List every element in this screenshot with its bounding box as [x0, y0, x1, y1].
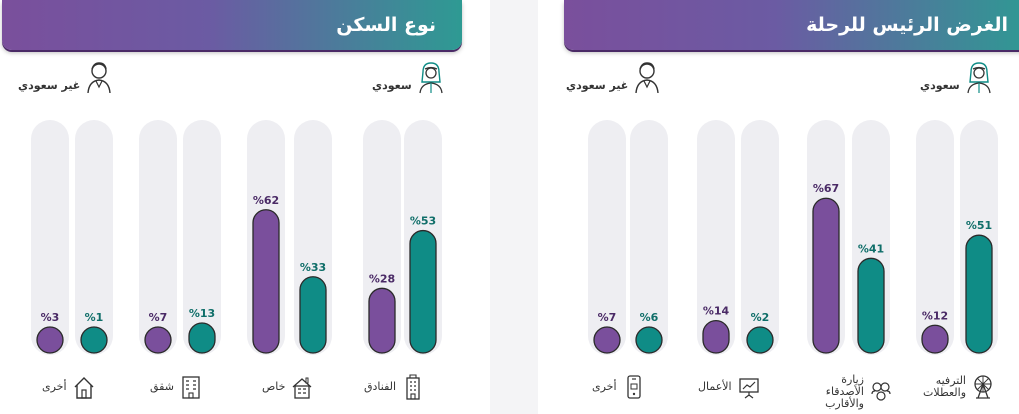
bar-saudi: [409, 229, 437, 354]
non-saudi-person-icon: [635, 62, 660, 94]
bar-value-label: %3: [41, 311, 60, 324]
bar-non-saudi: [702, 320, 730, 354]
bar-saudi: [299, 276, 327, 354]
category-other-purpose: أخرى: [592, 374, 645, 400]
trip-purpose-chart: %51 %12 %41 %67 %2 %14 %6 %7: [588, 120, 998, 355]
bar-value-label: %67: [813, 182, 839, 195]
category-business: الأعمال: [698, 374, 760, 400]
bar-saudi: [965, 234, 993, 354]
legend-non-saudi: غير سعودي: [18, 60, 114, 94]
category-private: خاص: [262, 374, 313, 400]
category-hotels-label: الفنادق: [364, 380, 397, 393]
bar-value-label: %41: [858, 242, 884, 255]
bar-track: [741, 120, 779, 355]
category-leisure-label: الترفيه والعطلات: [923, 374, 966, 399]
bar-non-saudi: [144, 326, 172, 354]
bar-track: [588, 120, 626, 355]
legend-non-saudi-2: غير سعودي: [566, 60, 662, 94]
category-apartments-label: شقق: [150, 380, 174, 393]
bar-value-label: %6: [640, 311, 659, 324]
bar-value-label: %51: [966, 219, 992, 232]
bar-non-saudi: [593, 326, 621, 354]
home-outline-icon: [74, 377, 94, 399]
bar-saudi: [857, 257, 885, 354]
saudi-person-icon: [419, 62, 443, 94]
legend-saudi-2: سعودي: [920, 60, 994, 94]
presentation-icon: [738, 378, 759, 399]
mobile-icon: [626, 375, 641, 399]
legend-non-saudi-label-2: غير سعودي: [566, 79, 629, 92]
bar-non-saudi: [252, 209, 280, 354]
category-other-purpose-label: أخرى: [592, 380, 617, 393]
bar-track: [697, 120, 735, 355]
bar-value-label: %12: [922, 309, 948, 322]
bar-saudi: [80, 326, 108, 354]
bar-saudi: [635, 326, 663, 354]
bar-value-label: %7: [598, 311, 617, 324]
category-hotels: الفنادق: [364, 374, 424, 400]
bar-value-label: %2: [751, 311, 770, 324]
bar-value-label: %33: [300, 261, 326, 274]
bar-value-label: %13: [189, 307, 215, 320]
category-visiting-friends-label: زيارة الأصدقاء والأقارب: [825, 373, 864, 410]
category-other-accommodation: أخرى: [42, 374, 95, 400]
bar-value-label: %7: [149, 311, 168, 324]
accommodation-title: نوع السكن: [2, 0, 462, 50]
bar-value-label: %53: [410, 215, 436, 228]
friends-icon: [871, 382, 891, 401]
bar-saudi: [746, 326, 774, 354]
legend-non-saudi-label: غير سعودي: [18, 79, 81, 92]
ferris-wheel-icon: [974, 375, 992, 399]
bar-track: [139, 120, 177, 355]
bar-non-saudi: [368, 287, 396, 354]
bar-saudi: [188, 322, 216, 354]
bar-non-saudi: [812, 197, 840, 354]
legend-saudi-label-2: سعودي: [920, 79, 960, 92]
bar-value-label: %28: [369, 272, 395, 285]
bar-track: [630, 120, 668, 355]
bar-value-label: %62: [253, 194, 279, 207]
legend-saudi-label: سعودي: [372, 79, 412, 92]
bar-track: [75, 120, 113, 355]
accommodation-panel: نوع السكن سعودي غير سعودي %53 %28 %33 %62 %1…: [0, 0, 490, 414]
category-apartments: شقق: [150, 374, 202, 400]
category-leisure: الترفيه والعطلات: [904, 374, 994, 400]
trip-purpose-title: الغرض الرئيس للرحلة: [564, 0, 1019, 50]
bar-track: [31, 120, 69, 355]
category-private-label: خاص: [262, 380, 286, 393]
hotel-icon: [406, 374, 420, 400]
trip-purpose-panel: الغرض الرئيس للرحلة سعودي غير سعودي %51%…: [538, 0, 1019, 414]
apartment-icon: [182, 376, 200, 399]
non-saudi-person-icon: [87, 62, 112, 94]
category-visiting-friends: زيارة الأصدقاء والأقارب: [802, 374, 892, 410]
bar-value-label: %14: [703, 305, 730, 318]
accommodation-chart: %53 %28 %33 %62 %13 %7 %1 %3: [31, 120, 442, 355]
panel-gutter: [490, 0, 538, 414]
house-icon: [293, 377, 312, 399]
category-other-accommodation-label: أخرى: [42, 380, 67, 393]
bar-track: [916, 120, 954, 355]
category-business-label: الأعمال: [698, 380, 732, 393]
legend-saudi: سعودي: [372, 60, 446, 94]
bar-non-saudi: [921, 324, 949, 354]
saudi-person-icon: [967, 62, 991, 94]
bar-non-saudi: [36, 326, 64, 354]
bar-track: [183, 120, 221, 355]
bar-value-label: %1: [85, 311, 104, 324]
